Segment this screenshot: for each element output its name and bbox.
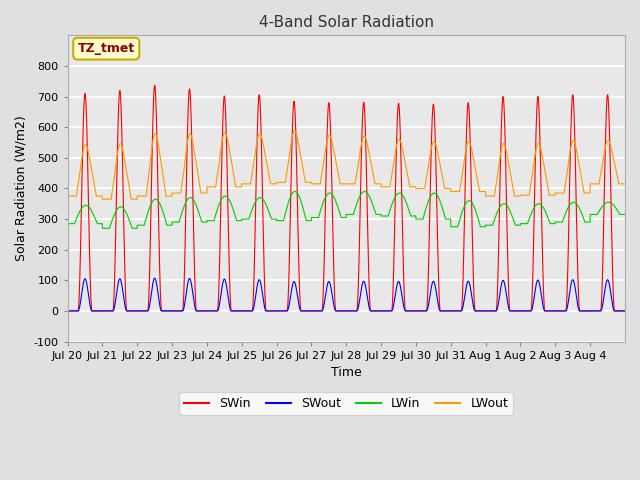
X-axis label: Time: Time (331, 366, 362, 379)
Y-axis label: Solar Radiation (W/m2): Solar Radiation (W/m2) (15, 116, 28, 261)
Legend: SWin, SWout, LWin, LWout: SWin, SWout, LWin, LWout (179, 392, 513, 415)
Title: 4-Band Solar Radiation: 4-Band Solar Radiation (259, 15, 434, 30)
Text: TZ_tmet: TZ_tmet (77, 42, 135, 55)
